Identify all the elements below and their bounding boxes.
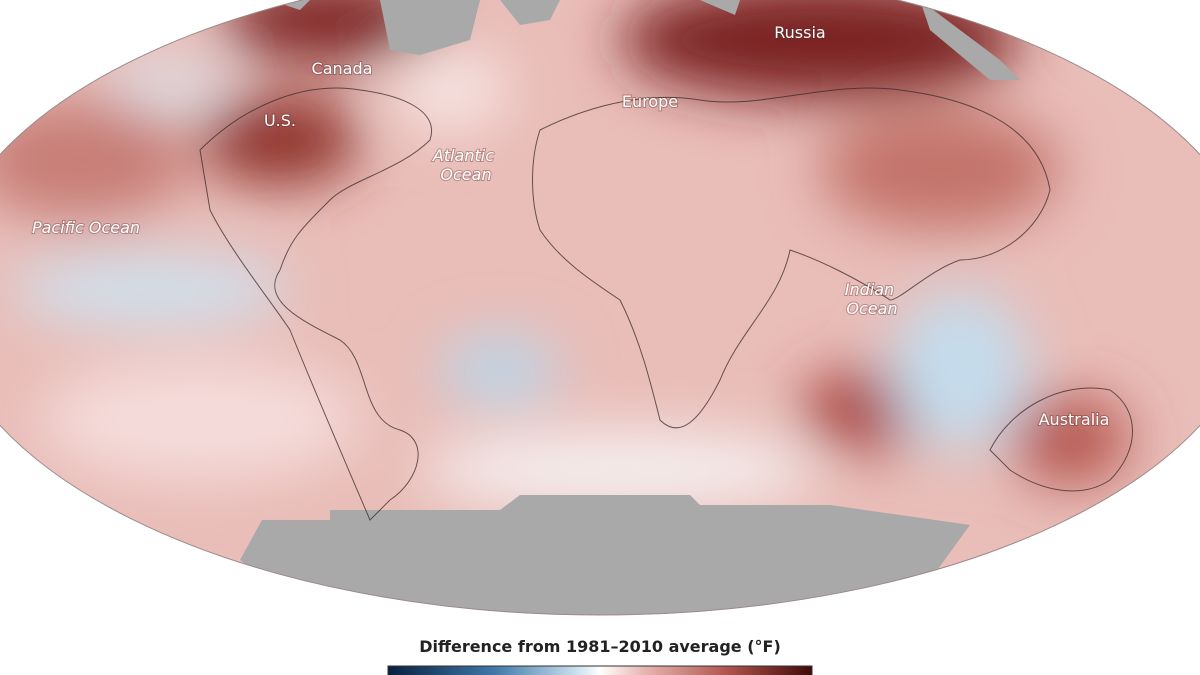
label-line: Atlantic: [432, 146, 494, 165]
label-line: Ocean: [846, 299, 897, 318]
ocean-label: Pacific Ocean: [32, 218, 140, 237]
label-line: Ocean: [440, 165, 491, 184]
ocean-label: Indian Ocean: [845, 280, 900, 318]
place-label: Europe: [622, 92, 678, 111]
place-label: Canada: [312, 59, 373, 78]
place-label: U.S.: [264, 111, 296, 130]
arctic-gap: [270, 0, 1020, 80]
coastline: [199, 87, 1133, 521]
color-bar: [387, 665, 813, 675]
legend-title: Difference from 1981–2010 average (°F): [419, 637, 781, 656]
globe-outline: [0, 0, 1200, 616]
place-label: Australia: [1039, 410, 1110, 429]
anomaly-field: [0, 0, 1200, 615]
antarctica: [240, 495, 970, 615]
ocean-label: Atlantic Ocean: [432, 146, 499, 184]
place-label: Russia: [774, 23, 825, 42]
label-line: Indian: [845, 280, 894, 299]
